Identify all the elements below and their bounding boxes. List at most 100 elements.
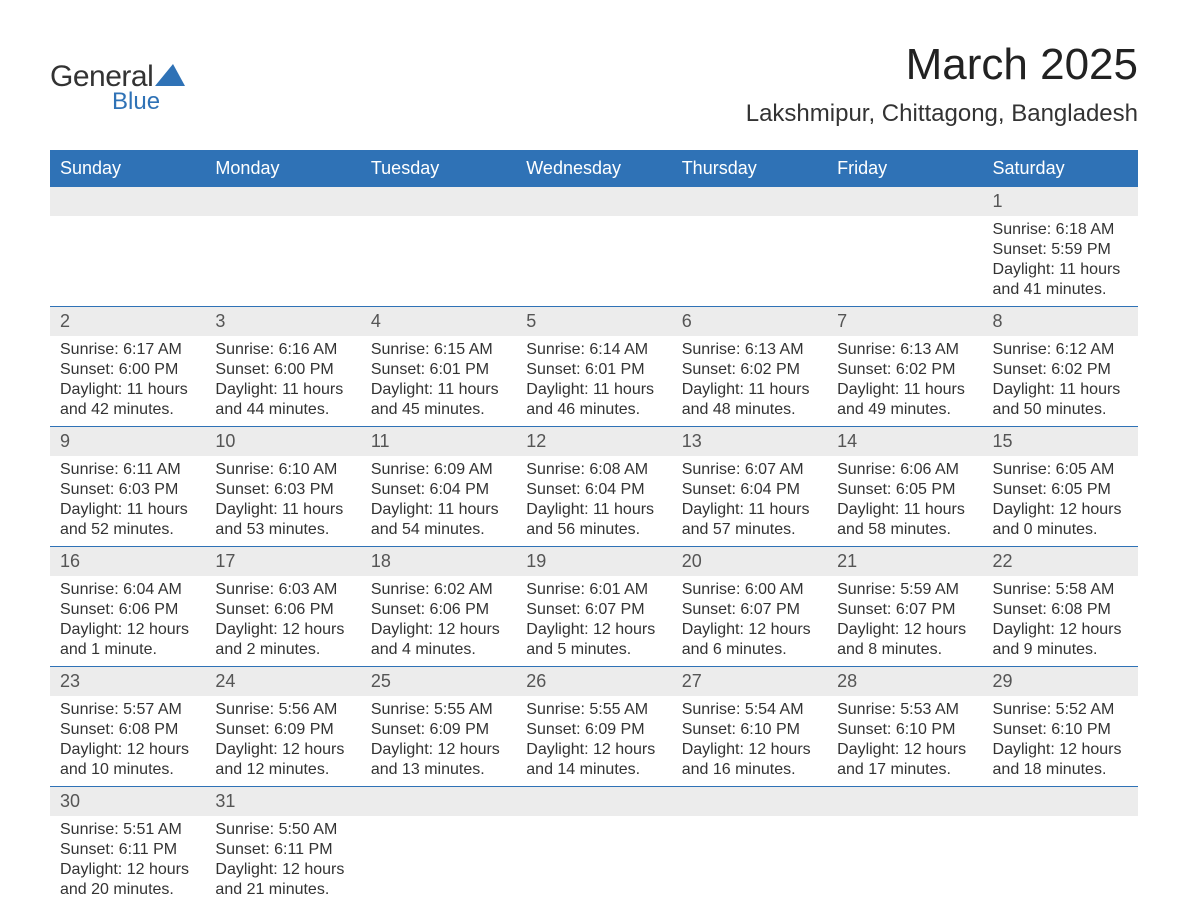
sunset-text: Sunset: 6:02 PM <box>837 360 972 380</box>
sunrise-text: Sunrise: 5:57 AM <box>60 700 195 720</box>
calendar-week: 1Sunrise: 6:18 AMSunset: 5:59 PMDaylight… <box>50 187 1138 306</box>
day-cell: Sunrise: 6:05 AMSunset: 6:05 PMDaylight:… <box>983 456 1138 546</box>
calendar-week: 16171819202122Sunrise: 6:04 AMSunset: 6:… <box>50 546 1138 666</box>
daylight-text: Daylight: 12 hours and 9 minutes. <box>993 620 1128 660</box>
day-cell <box>50 216 205 306</box>
day-header-friday: Friday <box>827 150 982 187</box>
day-number-row: 3031 <box>50 787 1138 816</box>
sunset-text: Sunset: 6:01 PM <box>371 360 506 380</box>
day-cell: Sunrise: 6:08 AMSunset: 6:04 PMDaylight:… <box>516 456 671 546</box>
sunrise-text: Sunrise: 6:14 AM <box>526 340 661 360</box>
day-number: 12 <box>516 427 671 456</box>
day-number: 2 <box>50 307 205 336</box>
calendar-week: 9101112131415Sunrise: 6:11 AMSunset: 6:0… <box>50 426 1138 546</box>
day-cell <box>516 816 671 906</box>
day-cell: Sunrise: 6:15 AMSunset: 6:01 PMDaylight:… <box>361 336 516 426</box>
day-cell: Sunrise: 6:18 AMSunset: 5:59 PMDaylight:… <box>983 216 1138 306</box>
day-number: 26 <box>516 667 671 696</box>
sunrise-text: Sunrise: 6:10 AM <box>215 460 350 480</box>
day-number <box>361 187 516 216</box>
sunrise-text: Sunrise: 5:59 AM <box>837 580 972 600</box>
day-cell <box>361 816 516 906</box>
day-number: 4 <box>361 307 516 336</box>
sunset-text: Sunset: 6:06 PM <box>371 600 506 620</box>
day-cell: Sunrise: 5:56 AMSunset: 6:09 PMDaylight:… <box>205 696 360 786</box>
day-number: 20 <box>672 547 827 576</box>
day-number: 15 <box>983 427 1138 456</box>
day-cell: Sunrise: 6:16 AMSunset: 6:00 PMDaylight:… <box>205 336 360 426</box>
daylight-text: Daylight: 12 hours and 5 minutes. <box>526 620 661 660</box>
day-cell: Sunrise: 5:55 AMSunset: 6:09 PMDaylight:… <box>516 696 671 786</box>
day-cell: Sunrise: 5:52 AMSunset: 6:10 PMDaylight:… <box>983 696 1138 786</box>
sunset-text: Sunset: 6:04 PM <box>371 480 506 500</box>
sunrise-text: Sunrise: 5:51 AM <box>60 820 195 840</box>
day-number-row: 1 <box>50 187 1138 216</box>
sunset-text: Sunset: 6:05 PM <box>837 480 972 500</box>
day-content-row: Sunrise: 6:17 AMSunset: 6:00 PMDaylight:… <box>50 336 1138 426</box>
day-cell: Sunrise: 6:03 AMSunset: 6:06 PMDaylight:… <box>205 576 360 666</box>
sunset-text: Sunset: 6:00 PM <box>215 360 350 380</box>
daylight-text: Daylight: 11 hours and 45 minutes. <box>371 380 506 420</box>
daylight-text: Daylight: 12 hours and 14 minutes. <box>526 740 661 780</box>
sunset-text: Sunset: 6:00 PM <box>60 360 195 380</box>
day-number: 30 <box>50 787 205 816</box>
sunrise-text: Sunrise: 6:13 AM <box>682 340 817 360</box>
day-cell <box>672 216 827 306</box>
day-number: 10 <box>205 427 360 456</box>
daylight-text: Daylight: 12 hours and 13 minutes. <box>371 740 506 780</box>
day-number: 22 <box>983 547 1138 576</box>
sunrise-text: Sunrise: 6:11 AM <box>60 460 195 480</box>
sunset-text: Sunset: 6:02 PM <box>993 360 1128 380</box>
day-cell: Sunrise: 6:12 AMSunset: 6:02 PMDaylight:… <box>983 336 1138 426</box>
sunrise-text: Sunrise: 6:16 AM <box>215 340 350 360</box>
day-number: 13 <box>672 427 827 456</box>
daylight-text: Daylight: 12 hours and 0 minutes. <box>993 500 1128 540</box>
sunrise-text: Sunrise: 6:13 AM <box>837 340 972 360</box>
sunset-text: Sunset: 6:04 PM <box>682 480 817 500</box>
daylight-text: Daylight: 12 hours and 20 minutes. <box>60 860 195 900</box>
daylight-text: Daylight: 11 hours and 58 minutes. <box>837 500 972 540</box>
sunrise-text: Sunrise: 5:53 AM <box>837 700 972 720</box>
sunset-text: Sunset: 6:07 PM <box>682 600 817 620</box>
day-number: 8 <box>983 307 1138 336</box>
brand-logo: General Blue <box>50 40 185 116</box>
day-cell: Sunrise: 5:51 AMSunset: 6:11 PMDaylight:… <box>50 816 205 906</box>
sunset-text: Sunset: 6:05 PM <box>993 480 1128 500</box>
weeks-container: 1Sunrise: 6:18 AMSunset: 5:59 PMDaylight… <box>50 187 1138 906</box>
day-content-row: Sunrise: 6:04 AMSunset: 6:06 PMDaylight:… <box>50 576 1138 666</box>
day-cell: Sunrise: 6:04 AMSunset: 6:06 PMDaylight:… <box>50 576 205 666</box>
sunset-text: Sunset: 6:01 PM <box>526 360 661 380</box>
day-number: 25 <box>361 667 516 696</box>
daylight-text: Daylight: 12 hours and 6 minutes. <box>682 620 817 660</box>
day-header-monday: Monday <box>205 150 360 187</box>
day-number <box>50 187 205 216</box>
month-title: March 2025 <box>746 40 1138 90</box>
daylight-text: Daylight: 11 hours and 42 minutes. <box>60 380 195 420</box>
day-number: 1 <box>983 187 1138 216</box>
sunset-text: Sunset: 6:10 PM <box>837 720 972 740</box>
sunset-text: Sunset: 6:08 PM <box>993 600 1128 620</box>
sunrise-text: Sunrise: 6:15 AM <box>371 340 506 360</box>
day-cell: Sunrise: 6:13 AMSunset: 6:02 PMDaylight:… <box>827 336 982 426</box>
sunset-text: Sunset: 6:09 PM <box>526 720 661 740</box>
daylight-text: Daylight: 12 hours and 18 minutes. <box>993 740 1128 780</box>
sunrise-text: Sunrise: 5:50 AM <box>215 820 350 840</box>
day-cell: Sunrise: 5:53 AMSunset: 6:10 PMDaylight:… <box>827 696 982 786</box>
daylight-text: Daylight: 11 hours and 53 minutes. <box>215 500 350 540</box>
day-number <box>827 787 982 816</box>
day-number: 18 <box>361 547 516 576</box>
day-number: 16 <box>50 547 205 576</box>
sunset-text: Sunset: 6:11 PM <box>60 840 195 860</box>
day-header-thursday: Thursday <box>672 150 827 187</box>
sunrise-text: Sunrise: 6:03 AM <box>215 580 350 600</box>
daylight-text: Daylight: 11 hours and 49 minutes. <box>837 380 972 420</box>
daylight-text: Daylight: 11 hours and 57 minutes. <box>682 500 817 540</box>
sunset-text: Sunset: 6:06 PM <box>60 600 195 620</box>
daylight-text: Daylight: 11 hours and 54 minutes. <box>371 500 506 540</box>
day-cell: Sunrise: 6:11 AMSunset: 6:03 PMDaylight:… <box>50 456 205 546</box>
day-number: 6 <box>672 307 827 336</box>
sunrise-text: Sunrise: 5:56 AM <box>215 700 350 720</box>
sunrise-text: Sunrise: 6:08 AM <box>526 460 661 480</box>
day-content-row: Sunrise: 5:51 AMSunset: 6:11 PMDaylight:… <box>50 816 1138 906</box>
day-number: 24 <box>205 667 360 696</box>
